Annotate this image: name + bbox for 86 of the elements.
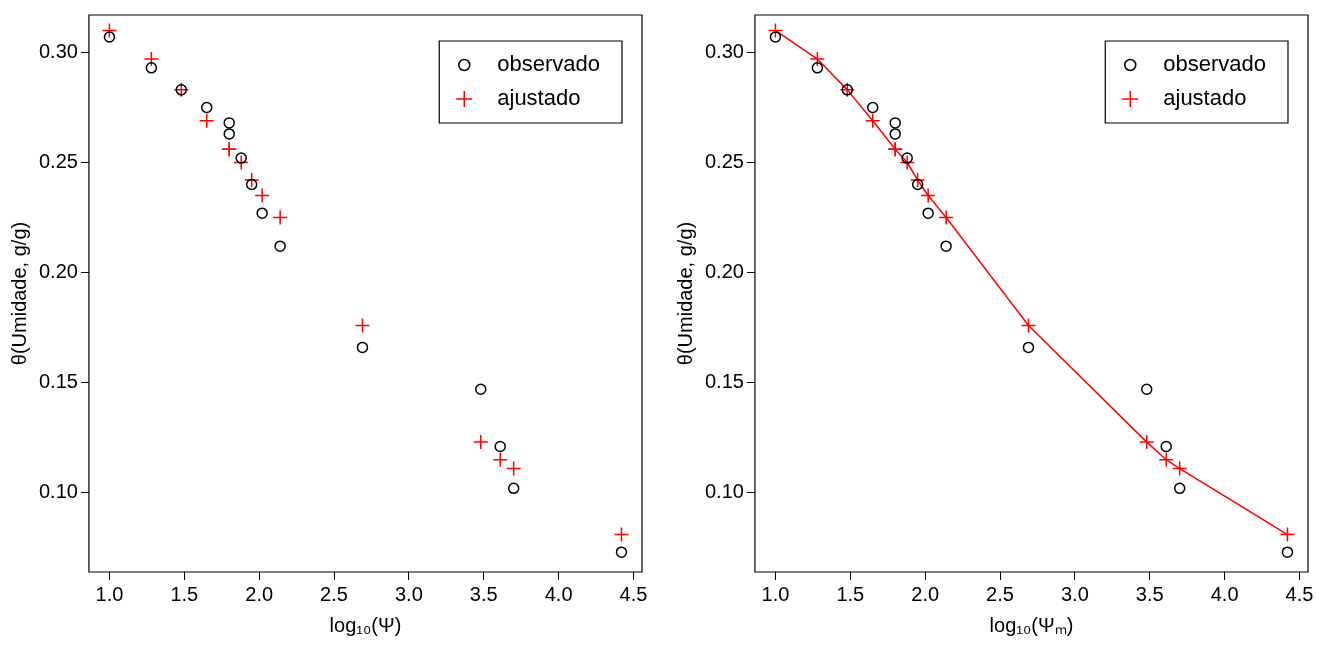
y-tick-label: 0.15 <box>38 370 78 393</box>
point <box>507 482 520 495</box>
point <box>767 22 784 39</box>
x-tick-label: 3.0 <box>394 582 423 605</box>
point <box>901 152 913 164</box>
y-tick-label: 0.20 <box>704 260 744 283</box>
x-tick-label: 3.5 <box>1135 582 1164 605</box>
point <box>899 154 915 171</box>
x-tick-label: 4.0 <box>1210 582 1239 605</box>
point <box>1173 482 1186 495</box>
x-tick-label: 1.0 <box>761 582 790 605</box>
legend-label: ajustado <box>1163 85 1247 111</box>
point <box>889 128 901 140</box>
point <box>1160 440 1172 453</box>
y-tick-label: 0.10 <box>38 480 78 503</box>
point <box>1141 383 1153 396</box>
x-tick-label: 1.5 <box>170 582 199 605</box>
point <box>143 51 160 67</box>
point <box>145 62 158 74</box>
point <box>243 172 260 188</box>
point <box>613 526 630 543</box>
point <box>492 451 508 468</box>
x-tick-label: 2.0 <box>245 582 274 605</box>
y-tick-label: 0.25 <box>704 150 744 173</box>
x-tick-label: 4.5 <box>619 582 648 605</box>
point <box>922 207 934 219</box>
legend-label: observado <box>1163 51 1267 77</box>
point <box>865 112 881 129</box>
x-tick-label: 2.5 <box>320 582 348 605</box>
point <box>256 207 268 219</box>
y-tick-label: 0.10 <box>704 480 744 503</box>
y-tick-label: 0.30 <box>38 39 78 62</box>
legend-label: observado <box>497 51 601 77</box>
point <box>938 209 954 226</box>
point <box>356 341 369 354</box>
point <box>811 62 824 74</box>
point <box>475 383 487 396</box>
point <box>473 434 489 450</box>
point <box>867 101 879 114</box>
point <box>223 128 235 140</box>
point <box>1281 546 1294 558</box>
point <box>494 440 506 453</box>
y-axis-title: θ(Umidade, g/g) <box>7 221 30 366</box>
point <box>1158 451 1174 468</box>
point <box>615 546 628 558</box>
y-tick-label: 0.20 <box>38 260 78 283</box>
point <box>1139 434 1155 450</box>
x-tick-label: 4.0 <box>544 582 573 605</box>
y-tick-label: 0.15 <box>704 370 744 393</box>
x-tick-label: 1.0 <box>95 582 124 605</box>
point <box>769 31 782 43</box>
x-tick-label: 3.0 <box>1060 582 1089 605</box>
point <box>920 187 936 204</box>
x-tick-label: 3.5 <box>469 582 498 605</box>
point <box>223 117 235 129</box>
point <box>889 117 901 129</box>
x-axis-title: log₁₀(Ψₘ) <box>989 613 1074 636</box>
point <box>1279 526 1296 543</box>
y-tick-label: 0.30 <box>704 39 744 62</box>
point <box>909 172 926 188</box>
point <box>911 178 924 191</box>
legend-label: ajustado <box>497 85 581 111</box>
point <box>233 154 249 171</box>
x-tick-label: 1.5 <box>836 582 865 605</box>
point <box>274 240 286 252</box>
point <box>354 317 371 334</box>
x-tick-label: 2.5 <box>986 582 1014 605</box>
point <box>272 209 288 226</box>
point <box>505 460 522 477</box>
point <box>809 51 826 67</box>
point <box>201 101 213 114</box>
point <box>199 112 215 129</box>
point <box>940 240 952 252</box>
y-axis-title: θ(Umidade, g/g) <box>673 221 696 366</box>
y-tick-label: 0.25 <box>38 150 78 173</box>
point <box>254 187 270 204</box>
x-tick-label: 2.0 <box>911 582 940 605</box>
point <box>1171 460 1188 477</box>
point <box>235 152 247 164</box>
point <box>101 22 118 39</box>
point <box>1022 341 1035 354</box>
point <box>1020 317 1037 334</box>
point <box>103 31 116 43</box>
point <box>245 178 258 191</box>
x-axis-title: log₁₀(Ψ) <box>329 613 402 636</box>
x-tick-label: 4.5 <box>1285 582 1314 605</box>
